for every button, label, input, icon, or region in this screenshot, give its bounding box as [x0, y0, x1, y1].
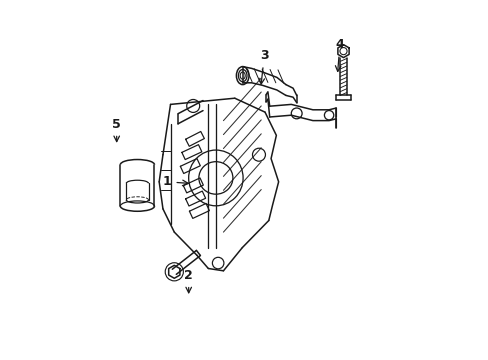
Text: 1: 1	[163, 175, 188, 188]
Text: 2: 2	[184, 269, 193, 293]
Text: 4: 4	[335, 39, 344, 71]
Text: 3: 3	[259, 49, 268, 84]
Text: 5: 5	[112, 118, 121, 141]
